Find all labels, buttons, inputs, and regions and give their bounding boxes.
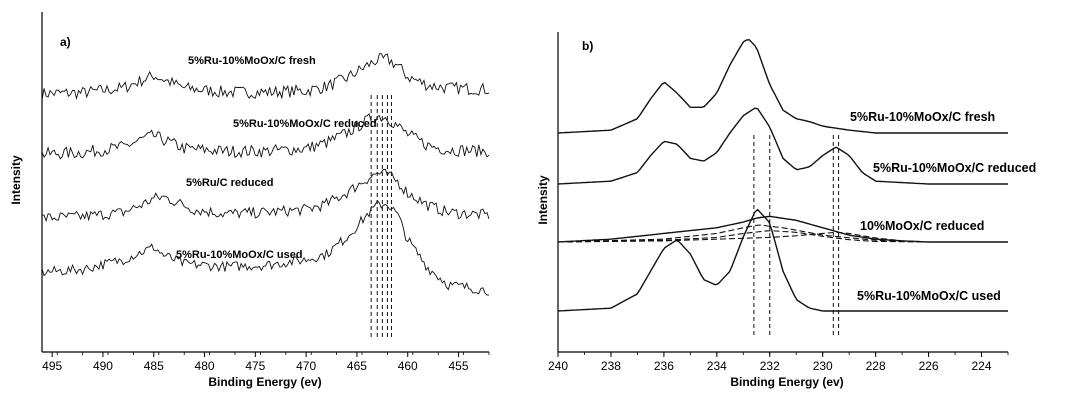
series-line-5-ru-10-moox-c-fresh (557, 208, 1008, 312)
x-tick-label: 460 (398, 359, 418, 373)
series-label: 5%Ru-10%MoOx/C fresh (188, 55, 316, 67)
series-label: 5%Ru-10%MoOx/C reduced (233, 118, 377, 130)
x-tick-label: 480 (195, 359, 215, 373)
series-line-5-ru-10-moox-c-used (41, 53, 490, 101)
x-tick-label: 475 (245, 359, 265, 373)
series-line-5-ru-10-moox-c-reduced (42, 168, 490, 223)
x-tick-label: 238 (601, 359, 621, 373)
x-tick-label: 236 (654, 359, 674, 373)
x-tick-label: 455 (449, 359, 469, 373)
x-axis-title: Binding Energy (ev) (208, 375, 321, 389)
fit-component-line (558, 231, 1008, 243)
series-line-5-ru-c-reduced (41, 113, 490, 160)
series-label: 5%Ru-10%MoOx/C fresh (850, 110, 995, 124)
x-tick-label: 470 (296, 359, 316, 373)
series-label: 5%Ru-10%MoOx/C reduced (873, 161, 1036, 175)
series-label: 10%MoOx/C reduced (860, 219, 984, 233)
x-tick-label: 224 (972, 359, 992, 373)
series-label: 5%Ru-10%MoOx/C used (176, 249, 303, 261)
panel-label: a) (60, 35, 71, 49)
x-tick-label: 230 (813, 359, 833, 373)
fit-component-line (557, 224, 1008, 243)
series-line-5-ru-10-moox-c-reduced (557, 215, 1008, 243)
series-label: 5%Ru/C reduced (186, 177, 273, 189)
x-tick-label: 226 (919, 359, 939, 373)
x-tick-label: 485 (144, 359, 164, 373)
y-axis-title: Intensity (536, 175, 550, 225)
x-tick-label: 232 (760, 359, 780, 373)
series-line-5-ru-10-moox-c-used (557, 38, 1008, 134)
x-tick-label: 228 (866, 359, 886, 373)
series-line-5-ru-10-moox-c-fresh (41, 199, 490, 296)
series-line-10-moox-c-reduced (557, 107, 1008, 185)
panel-b-mo3d: 240 238 236 234 232 230 228 226 224 Binding Energ… (536, 32, 1036, 389)
panel-a-ru3d: 495 490 485 480 475 470 465 460 455 Binding Energ… (9, 12, 490, 389)
series-label: 5%Ru-10%MoOx/C used (857, 289, 1001, 303)
x-tick-label: 495 (42, 359, 62, 373)
x-axis-title: Binding Energy (ev) (730, 375, 843, 389)
x-tick-label: 465 (347, 359, 367, 373)
panel-label: b) (582, 39, 593, 53)
x-tick-label: 234 (707, 359, 727, 373)
x-tick-label: 490 (93, 359, 113, 373)
y-axis-title: Intensity (9, 155, 23, 205)
x-tick-label: 240 (548, 359, 568, 373)
